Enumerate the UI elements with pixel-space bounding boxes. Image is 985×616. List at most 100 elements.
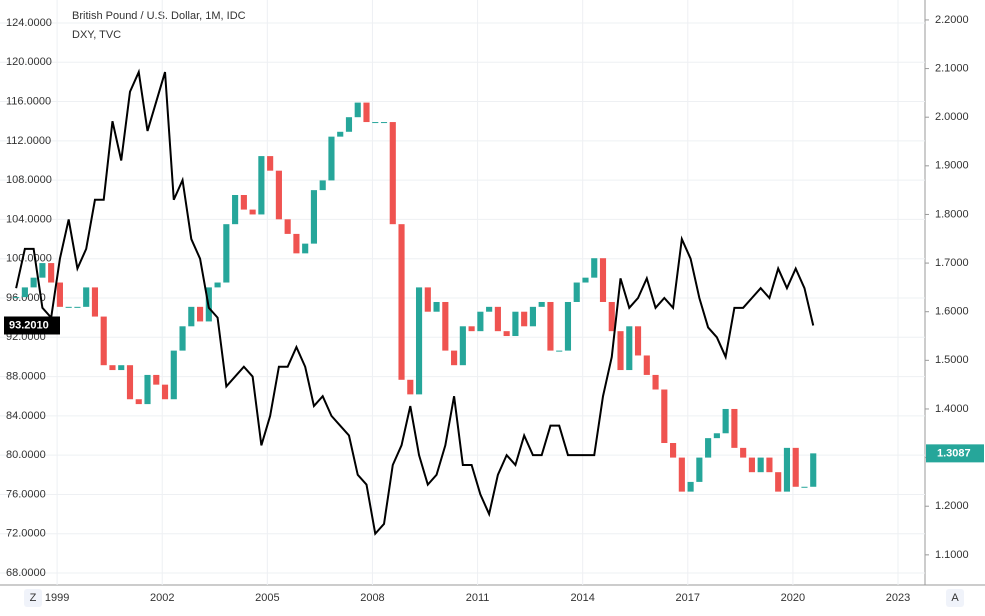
candle (722, 408, 729, 434)
candle (372, 122, 379, 124)
candle (310, 190, 318, 244)
candle (398, 224, 405, 380)
candle (74, 306, 81, 308)
candle (144, 374, 151, 405)
y2-tick-label: 1.4000 (935, 403, 969, 415)
candle (179, 326, 186, 351)
timezone-label[interactable]: Z (30, 592, 37, 604)
candle (249, 209, 256, 215)
auto-scale-label[interactable]: A (951, 592, 959, 604)
candle (547, 301, 554, 351)
y-tick-label: 72.0000 (6, 528, 46, 540)
candle (380, 122, 388, 124)
last-value-badge (926, 444, 984, 463)
candle (468, 326, 475, 332)
y-tick-label: 108.0000 (6, 174, 52, 186)
candle (556, 350, 563, 352)
candle (345, 117, 353, 132)
candle (30, 277, 37, 288)
candle (521, 311, 528, 327)
x-tick-label: 2023 (886, 592, 910, 604)
candle (232, 195, 239, 225)
candle (223, 224, 230, 283)
candle (161, 384, 169, 400)
candle (792, 447, 799, 487)
candle (267, 156, 274, 171)
y2-tick-label: 1.2000 (935, 500, 969, 512)
candle (643, 355, 650, 375)
candle (573, 282, 580, 302)
candle (757, 457, 764, 473)
candle (197, 306, 204, 322)
candle (100, 316, 107, 366)
candle (512, 311, 519, 337)
candle (284, 219, 291, 234)
candle (302, 243, 309, 254)
candle (783, 447, 791, 492)
candle (415, 287, 423, 395)
x-tick-label: 2014 (570, 592, 594, 604)
y2-tick-label: 2.2000 (935, 14, 969, 26)
candle (477, 311, 484, 332)
candle (135, 399, 142, 405)
y-tick-label: 96.0000 (6, 292, 46, 304)
candle (442, 301, 449, 351)
candle (687, 481, 694, 492)
candle (363, 102, 370, 123)
candle (214, 282, 221, 288)
y2-tick-label: 1.1000 (935, 549, 969, 561)
candle (389, 122, 396, 225)
candle (153, 374, 160, 385)
candle (486, 306, 493, 312)
candle (766, 457, 773, 473)
y2-tick-label: 1.5000 (935, 354, 969, 366)
candle (661, 389, 668, 444)
y2-tick-label: 1.9000 (935, 160, 969, 172)
y2-tick-label: 2.0000 (935, 111, 969, 123)
candle (170, 350, 177, 400)
y2-tick-label: 1.6000 (935, 306, 969, 318)
candle (634, 326, 642, 356)
x-tick-label: 2020 (781, 592, 805, 604)
candle (740, 447, 747, 458)
y-tick-label: 88.0000 (6, 370, 46, 382)
candle (354, 102, 361, 118)
candle (696, 457, 703, 482)
candle (731, 408, 738, 448)
y-tick-label: 116.0000 (6, 95, 51, 107)
legend-dxy: DXY, TVC (72, 29, 121, 41)
timezone-button[interactable] (24, 589, 42, 607)
y2-tick-label: 1.7000 (935, 257, 969, 269)
x-tick-label: 2005 (255, 592, 279, 604)
candle (65, 306, 72, 308)
candle (705, 438, 712, 458)
candle (258, 156, 265, 215)
y-tick-label: 76.0000 (6, 488, 46, 500)
candle (652, 374, 659, 390)
x-tick-label: 2017 (676, 592, 700, 604)
candle (617, 331, 624, 371)
candle (21, 287, 28, 298)
candle (599, 258, 607, 302)
candle (494, 306, 501, 332)
candle (126, 365, 134, 400)
candle (748, 457, 755, 473)
candle (459, 326, 466, 366)
x-tick-label: 2008 (360, 592, 384, 604)
candle (240, 195, 247, 210)
y2-tick-label: 2.1000 (935, 62, 969, 74)
candle (109, 365, 116, 371)
candle (801, 486, 808, 488)
candle (503, 331, 510, 337)
candle (118, 365, 125, 371)
candle (293, 233, 300, 254)
candle (91, 287, 99, 317)
candle (713, 433, 720, 439)
y2-tick-label: 1.8000 (935, 208, 969, 220)
dxy-line (15, 68, 815, 536)
auto-scale-button[interactable] (946, 589, 964, 607)
candle (591, 258, 598, 278)
last-value-label: 93.2010 (9, 319, 49, 331)
last-value-label: 1.3087 (937, 447, 971, 459)
